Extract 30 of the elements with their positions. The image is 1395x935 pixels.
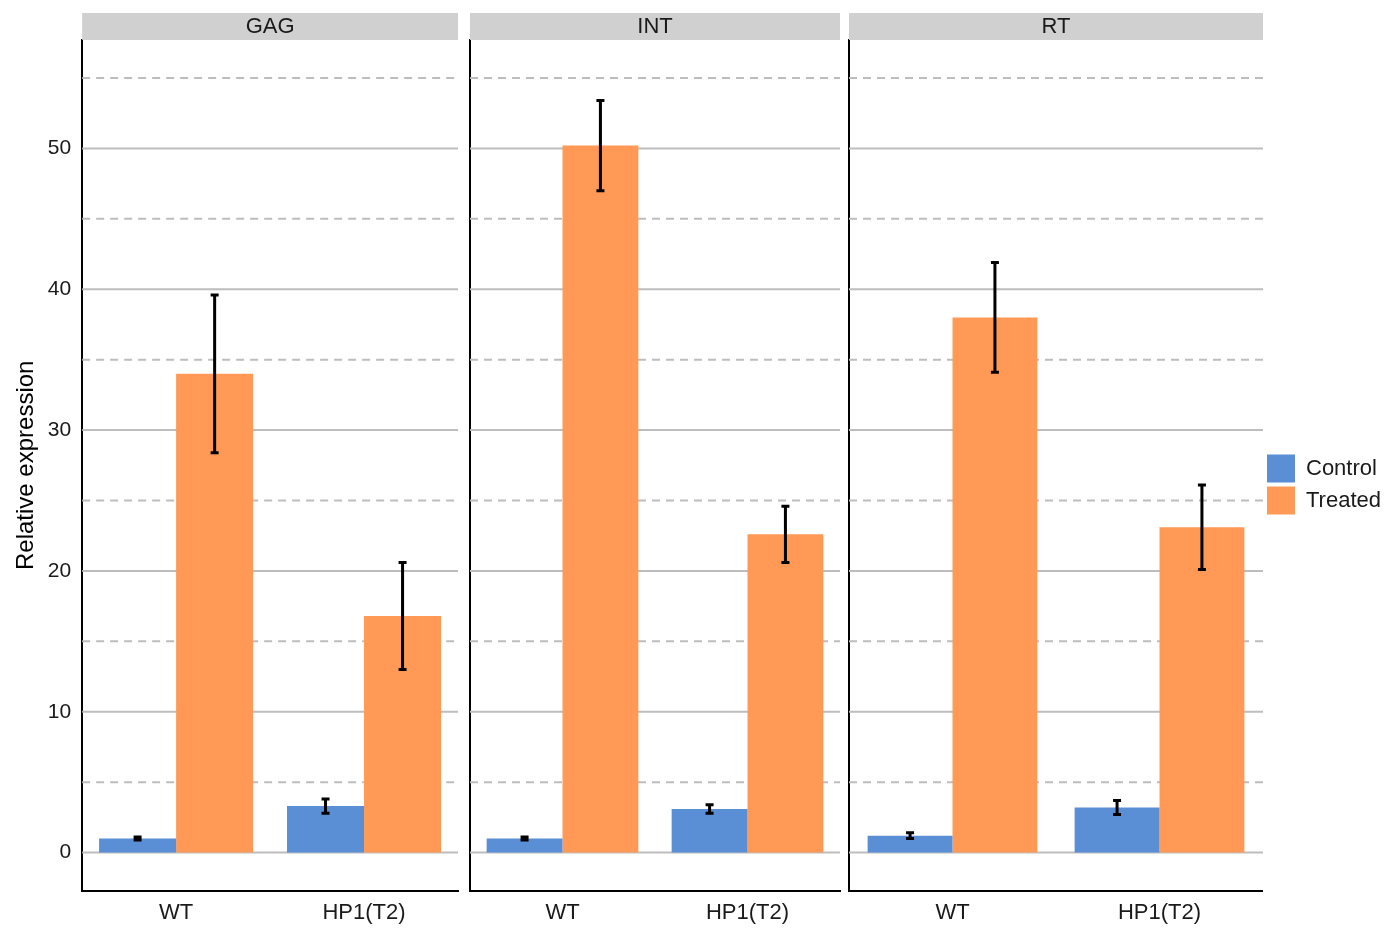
legend-label: Treated — [1306, 486, 1382, 512]
chart-title: GAG — [245, 13, 295, 39]
x-tick-label: WT — [935, 898, 970, 924]
x-tick-label: WT — [545, 898, 580, 924]
chart-title: RT — [1041, 13, 1071, 39]
bar — [1159, 527, 1245, 853]
y-tick-label: 30 — [47, 416, 72, 440]
bar — [747, 534, 824, 853]
bar — [671, 808, 748, 853]
chart-title: INT — [637, 13, 673, 39]
bar — [486, 838, 563, 853]
bar — [176, 373, 254, 853]
x-tick-label: HP1(T2) — [705, 898, 790, 924]
x-tick-label: WT — [159, 898, 194, 924]
x-tick-label: HP1(T2) — [322, 898, 406, 924]
bar — [952, 317, 1038, 853]
y-tick-label: 40 — [47, 276, 72, 300]
y-axis-title: Relative expression — [11, 360, 39, 571]
y-tick-label: 0 — [59, 839, 72, 863]
y-tick-label: 20 — [47, 557, 72, 581]
bar — [562, 145, 639, 853]
bar — [99, 838, 177, 853]
x-tick-label: HP1(T2) — [1117, 898, 1202, 924]
bar — [1074, 807, 1160, 853]
y-tick-label: 10 — [47, 698, 72, 722]
bar — [867, 835, 953, 853]
legend-label: Control — [1306, 454, 1377, 480]
y-tick-label: 50 — [47, 135, 72, 159]
bar — [286, 806, 365, 853]
bar — [364, 615, 442, 853]
